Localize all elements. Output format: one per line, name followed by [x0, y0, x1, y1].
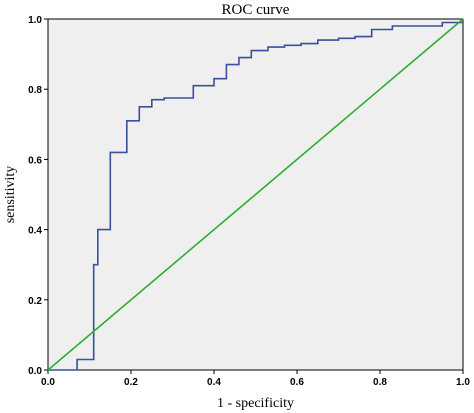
y-tick-label: 0.2	[28, 296, 42, 307]
x-tick-label: 0.0	[41, 377, 55, 388]
axis-ticks: 0.0 0.2 0.4 0.6 0.8 1.0 0.0 0.2 0.4 0.6 0.8 1.0	[28, 15, 470, 388]
x-axis-label: 1 - specificity	[217, 396, 294, 411]
y-tick-label: 0.8	[28, 85, 42, 96]
series-layer	[47, 18, 464, 371]
y-tick-label: 0.0	[28, 366, 42, 377]
reference-diagonal-line	[47, 18, 464, 371]
y-tick-label: 1.0	[28, 15, 42, 26]
y-axis-label: sensitivity	[3, 166, 18, 224]
roc-curve-line	[48, 21, 463, 371]
y-tick-label: 0.4	[28, 226, 42, 237]
x-tick-label: 0.4	[207, 377, 221, 388]
x-tick-label: 1.0	[456, 377, 470, 388]
y-tick-label: 0.6	[28, 155, 42, 166]
x-tick-label: 0.6	[290, 377, 304, 388]
chart-title: ROC curve	[222, 2, 290, 18]
x-tick-label: 0.2	[124, 377, 138, 388]
x-tick-label: 0.8	[373, 377, 387, 388]
